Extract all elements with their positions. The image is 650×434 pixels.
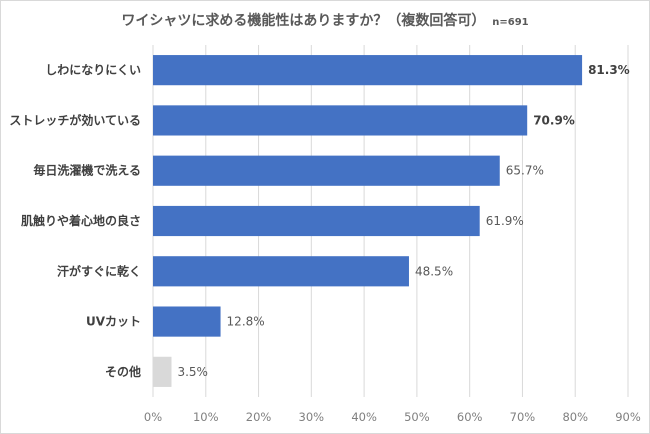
value-label: 48.5% [415,264,453,278]
x-tick-label: 80% [562,410,588,424]
bar [153,356,172,387]
value-label: 12.8% [227,315,265,329]
chart-title-text: ワイシャツに求める機能性はありますか？（複数回答可） [121,13,486,29]
bar [153,55,583,86]
value-label: 81.3% [588,63,630,77]
category-label: しわになりにくい [45,63,141,77]
x-tick-label: 10% [193,410,219,424]
category-labels: しわになりにくいストレッチが効いている毎日洗濯機で洗える肌触りや着心地の良さ汗が… [9,63,141,379]
x-tick-label: 40% [351,410,377,424]
category-label: 肌触りや着心地の良さ [20,213,141,228]
chart-title-note: n=691 [492,17,529,28]
x-tick-label: 70% [510,410,536,424]
value-label: 70.9% [533,113,575,127]
x-tick-label: 20% [246,410,272,424]
bars [153,55,583,387]
bar [153,105,528,136]
x-tick-label: 90% [615,410,641,424]
value-label: 3.5% [177,365,208,379]
x-tick-label: 30% [299,410,325,424]
value-label: 61.9% [486,214,524,228]
category-label: その他 [105,364,141,379]
bar [153,306,221,337]
category-label: 毎日洗濯機で洗える [33,163,141,178]
category-label: 汗がすぐに乾く [57,263,141,278]
category-label: ストレッチが効いている [9,112,141,127]
bar [153,256,409,287]
value-labels: 81.3% 70.9% 65.7% 61.9% 48.5% 12.8% 3.5% [177,63,629,379]
bar [153,155,500,186]
chart-title: ワイシャツに求める機能性はありますか？（複数回答可） n=691 [0,10,650,30]
category-label: UVカット [86,315,141,329]
bar [153,205,480,237]
x-tick-label: 60% [457,410,483,424]
x-tick-label: 50% [404,410,430,424]
value-label: 65.7% [506,164,544,178]
x-axis-ticks: 0% 10% 20% 30% 40% 50% 60% 70% 80% 90% [144,410,641,424]
x-tick-label: 0% [144,410,162,424]
